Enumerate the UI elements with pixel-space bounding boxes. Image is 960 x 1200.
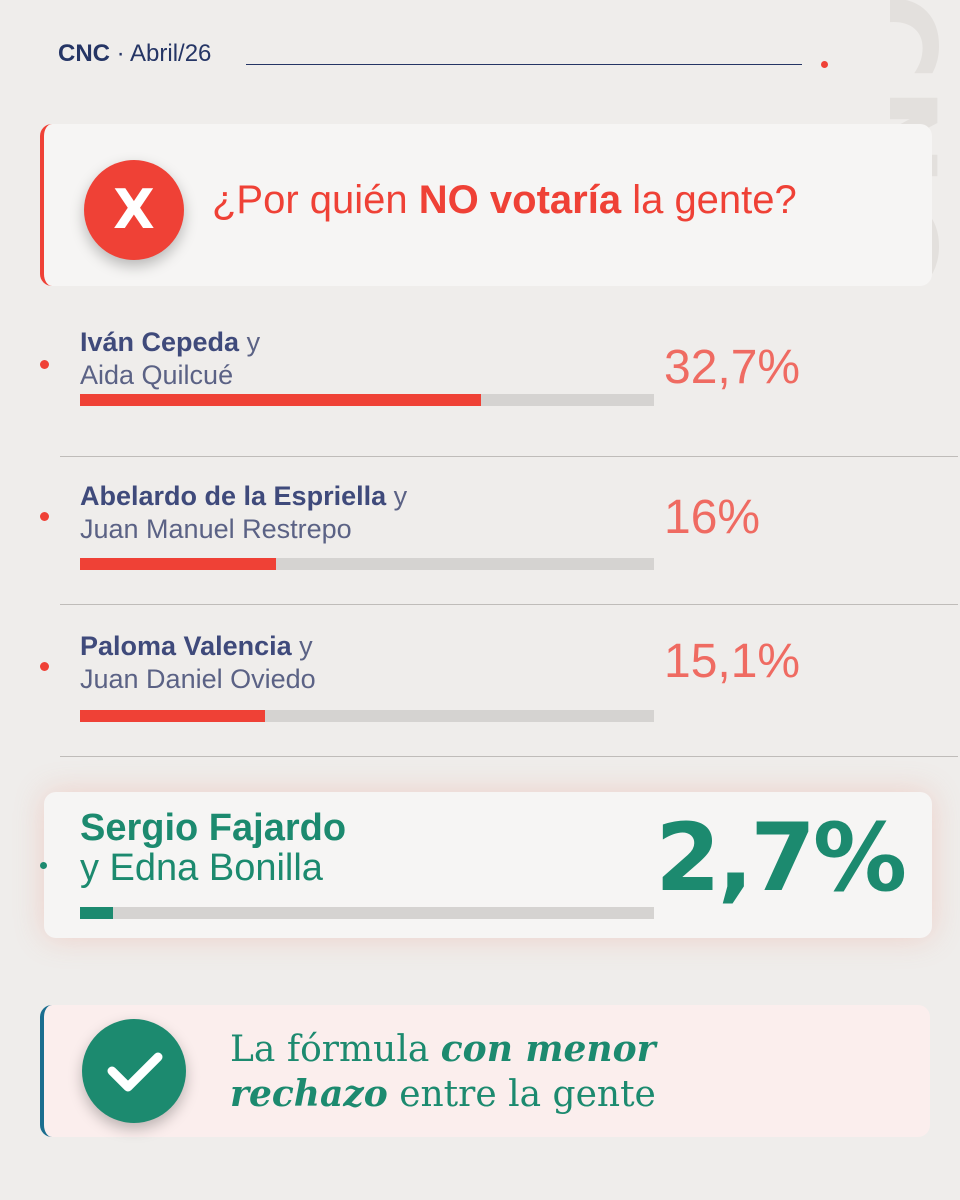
bar-value-label: 16% <box>664 491 761 544</box>
header-dot <box>821 61 828 68</box>
running-mate-name: Aida Quilcué <box>80 360 234 390</box>
candidate-name: Paloma Valencia <box>80 631 292 661</box>
candidate-names: Iván Cepeda y Aida Quilcué <box>80 326 260 392</box>
bar-fill <box>80 558 277 570</box>
bar-value-label: 32,7% <box>664 341 801 394</box>
bar-track <box>80 907 654 919</box>
question-post: la gente? <box>621 178 797 222</box>
conclusion-bold-1: con menor <box>440 1028 656 1070</box>
candidate-name: Abelardo de la Espriella <box>80 481 387 511</box>
divider <box>60 756 958 757</box>
bar-value-label: 2,7% <box>655 804 907 913</box>
conclusion-text: La fórmula con menor rechazo entre la gen… <box>230 1027 656 1117</box>
brand-name: CNC <box>58 40 110 67</box>
running-mate-name: Juan Daniel Oviedo <box>80 664 316 694</box>
date-label: Abril/26 <box>130 40 212 67</box>
candidate-names: Paloma Valencia y Juan Daniel Oviedo <box>80 630 316 696</box>
conclusion-post: entre la gente <box>387 1074 656 1115</box>
divider <box>60 604 958 605</box>
header: CNC · Abril/26 <box>58 40 828 70</box>
x-icon: X <box>84 160 184 260</box>
bullet-dot <box>40 360 49 369</box>
bar-row-0: Iván Cepeda y Aida Quilcué 32,7% <box>32 310 930 460</box>
joiner: y <box>291 631 313 661</box>
bar-track <box>80 558 654 570</box>
conclusion-card: La fórmula con menor rechazo entre la gen… <box>40 1005 930 1137</box>
joiner: y <box>239 327 261 357</box>
bar-fill <box>80 394 482 406</box>
highlight-row: Sergio Fajardo y Edna Bonilla 2,7% <box>40 792 932 938</box>
bar-row-2: Paloma Valencia y Juan Daniel Oviedo 15,1… <box>32 614 930 764</box>
conclusion-pre: La fórmula <box>230 1029 441 1070</box>
bar-track <box>80 394 654 406</box>
bar-value-label: 15,1% <box>664 635 801 688</box>
separator: · <box>110 40 131 67</box>
bar-track <box>80 710 654 722</box>
bullet-dot <box>40 862 47 869</box>
candidate-name: Sergio Fajardo <box>80 807 347 849</box>
question-bold: NO votaría <box>418 178 622 222</box>
question-title: ¿Por quién NO votaría la gente? <box>212 178 797 223</box>
header-rule <box>246 64 802 65</box>
conclusion-bold-2: rechazo <box>230 1073 388 1115</box>
bullet-dot <box>40 512 49 521</box>
divider <box>60 456 958 457</box>
candidate-names: Sergio Fajardo y Edna Bonilla <box>80 808 346 888</box>
bar-row-1: Abelardo de la Espriella y Juan Manuel Re… <box>32 464 930 614</box>
question-pre: ¿Por quién <box>212 178 419 222</box>
bar-fill <box>80 710 266 722</box>
bullet-dot <box>40 662 49 671</box>
brand-line: CNC · Abril/26 <box>58 40 211 68</box>
bar-fill <box>80 907 114 919</box>
question-card: X ¿Por quién NO votaría la gente? <box>40 124 932 286</box>
running-mate-name: y Edna Bonilla <box>80 847 323 889</box>
check-icon <box>82 1019 186 1123</box>
running-mate-name: Juan Manuel Restrepo <box>80 514 352 544</box>
candidate-names: Abelardo de la Espriella y Juan Manuel Re… <box>80 480 407 546</box>
joiner: y <box>386 481 408 511</box>
candidate-name: Iván Cepeda <box>80 327 240 357</box>
